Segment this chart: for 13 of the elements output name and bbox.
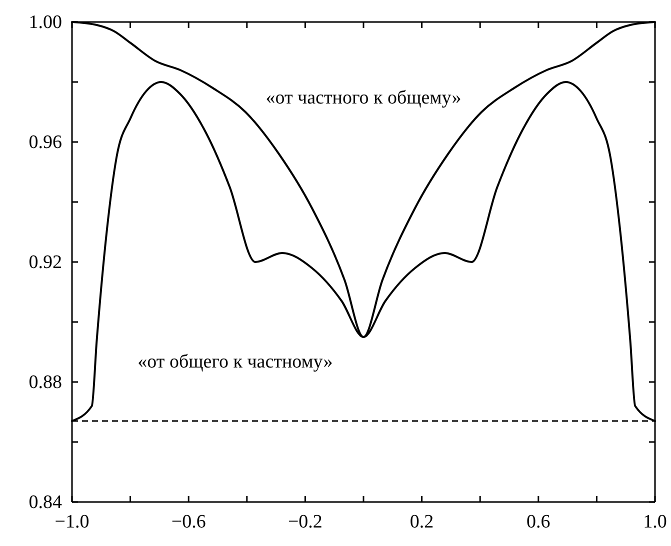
annotation: «от частного к общему»: [266, 88, 462, 109]
x-tick-label: −1.0: [54, 511, 90, 532]
x-tick-label: 0.6: [526, 511, 550, 532]
x-tick-label: 0.2: [410, 511, 434, 532]
y-tick-label: 1.00: [28, 12, 62, 34]
y-tick-label: 0.92: [28, 252, 62, 274]
y-tick-label: 0.84: [28, 492, 62, 514]
x-tick-label: −0.2: [288, 511, 322, 532]
y-tick-label: 0.88: [28, 372, 62, 394]
annotation: «от общего к частному»: [138, 352, 333, 373]
y-tick-label: 0.96: [28, 132, 62, 154]
x-tick-label: −0.6: [171, 511, 206, 532]
x-tick-label: 1.0: [643, 511, 667, 532]
